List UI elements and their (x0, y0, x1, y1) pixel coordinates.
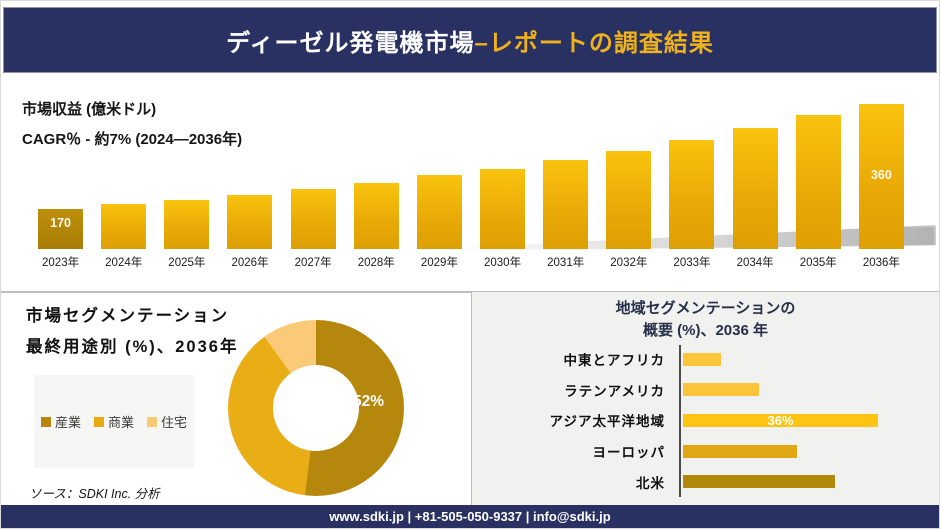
footer-contact: www.sdki.jp | +81-505-050-9337 | info@sd… (329, 509, 611, 524)
x-axis-label: 2023年 (42, 257, 80, 269)
segmentation-title-line2: 最終用途別 (%)、2036年 (26, 338, 239, 356)
legend-item: 住宅 (147, 412, 187, 431)
region-bar (683, 444, 797, 458)
x-axis-label: 2026年 (231, 257, 269, 269)
region-bar (683, 352, 721, 366)
revenue-bar-slot (408, 104, 471, 249)
revenue-bar-slot (92, 104, 155, 249)
region-category-label: 北米 (636, 475, 665, 491)
legend-label: 産業 (54, 415, 81, 430)
x-axis-label: 2027年 (294, 257, 332, 269)
revenue-bar-slot (660, 104, 723, 249)
revenue-bar (164, 200, 210, 249)
region-category-label: 中東とアフリカ (563, 353, 665, 369)
legend-swatch (93, 416, 104, 427)
revenue-x-labels: 2023年 2024年 2025年 2026年 2027年 2028年 2029年 2030年… (29, 254, 913, 270)
region-title-line1: 地域セグメンテーションの (615, 300, 796, 317)
donut-slice-label: 52% (353, 393, 385, 410)
legend-swatch (40, 416, 51, 427)
revenue-bar (606, 151, 652, 249)
x-axis-label: 2024年 (105, 257, 143, 269)
region-bar (683, 475, 835, 489)
region-axis-line (679, 345, 681, 497)
revenue-chart-cagr: CAGR％ - 約7% (2024―2036年) (22, 131, 243, 148)
x-axis-label: 2036年 (862, 257, 900, 269)
revenue-bar-slot: 170 (29, 104, 92, 249)
revenue-bar-slot (787, 104, 850, 249)
region-chart-title: 地域セグメンテーションの 概要 (%)、2036 年 (472, 298, 939, 342)
x-axis-label: 2030年 (484, 257, 522, 269)
revenue-bar-slot: 360 (850, 104, 913, 249)
donut-legend: 産業 商業 住宅 (34, 375, 194, 468)
region-row: 北米 (472, 466, 939, 497)
legend-label: 商業 (107, 415, 134, 430)
segmentation-titles: 市場セグメンテーション 最終用途別 (%)、2036年 (26, 301, 238, 363)
region-row: ヨーロッパ (472, 436, 939, 467)
region-category-label: ラテンアメリカ (564, 383, 665, 399)
revenue-bar-slot (471, 104, 534, 249)
page-title-accent: –レポートの調査結果 (474, 29, 714, 57)
revenue-bar-slot (597, 104, 660, 249)
x-axis-label: 2031年 (547, 257, 585, 269)
x-axis-label: 2029年 (420, 257, 458, 269)
revenue-bar-slot (724, 104, 787, 249)
footer-bar: www.sdki.jp | +81-505-050-9337 | info@sd… (1, 505, 939, 528)
region-row: アジア太平洋地域 36% (472, 405, 939, 436)
x-axis-label: 2032年 (610, 257, 648, 269)
page-title: ディーゼル発電機市場 (226, 29, 475, 57)
revenue-chart-titles: 市場収益 (億米ドル) CAGR％ - 約7% (2024―2036年) (22, 95, 242, 155)
revenue-bar (543, 160, 589, 249)
revenue-bar (101, 204, 147, 249)
x-axis-label: 2028年 (357, 257, 395, 269)
x-axis-label: 2033年 (673, 257, 711, 269)
region-bars: 中東とアフリカ ラテンアメリカアジア太平洋地域 36% ヨーロッパ北米 (472, 344, 939, 497)
region-panel: 地域セグメンテーションの 概要 (%)、2036 年 中東とアフリカ ラテンアメリ… (471, 292, 939, 507)
bar-data-label: 360 (870, 167, 892, 182)
region-row: ラテンアメリカ (472, 375, 939, 406)
region-category-label: ヨーロッパ (592, 445, 665, 461)
segmentation-title-line1: 市場セグメンテーション (26, 307, 230, 325)
x-axis-label: 2034年 (736, 257, 774, 269)
revenue-bar (227, 195, 273, 249)
legend-item: 商業 (93, 412, 134, 431)
donut-chart-hole (273, 365, 359, 451)
legend-label: 住宅 (161, 415, 188, 430)
revenue-bar (416, 175, 462, 249)
revenue-bars: 170 360 (29, 104, 913, 249)
source-note: ソース：SDKI Inc. 分析 (29, 487, 160, 501)
revenue-bar (290, 189, 336, 249)
section-divider (1, 291, 939, 293)
revenue-bar-slot (155, 104, 218, 249)
revenue-bar-slot (282, 104, 345, 249)
region-bar (683, 383, 759, 397)
revenue-bar (732, 128, 778, 249)
revenue-bar (669, 140, 715, 249)
legend-swatch (147, 416, 157, 427)
legend-item: 産業 (40, 412, 81, 431)
revenue-bar (795, 115, 841, 249)
region-bar: 36% (683, 412, 878, 428)
bar-data-label: 170 (50, 216, 71, 230)
revenue-bar (353, 183, 399, 249)
revenue-bar: 170 (38, 209, 84, 249)
region-bar-data-label: 36% (767, 412, 794, 428)
revenue-bar-slot (218, 104, 281, 249)
header-banner: ディーゼル発電機市場 –レポートの調査結果 (3, 7, 937, 73)
revenue-bar (480, 169, 526, 249)
revenue-chart-title: 市場収益 (億米ドル) (22, 101, 157, 118)
revenue-bar: 360 (858, 104, 904, 249)
region-row: 中東とアフリカ (472, 344, 939, 375)
revenue-bar-slot (534, 104, 597, 249)
x-axis-label: 2035年 (799, 257, 837, 269)
revenue-bar-slot (345, 104, 408, 249)
region-title-line2: 概要 (%)、2036 年 (642, 322, 769, 339)
x-axis-label: 2025年 (168, 257, 206, 269)
region-category-label: アジア太平洋地域 (549, 414, 665, 430)
